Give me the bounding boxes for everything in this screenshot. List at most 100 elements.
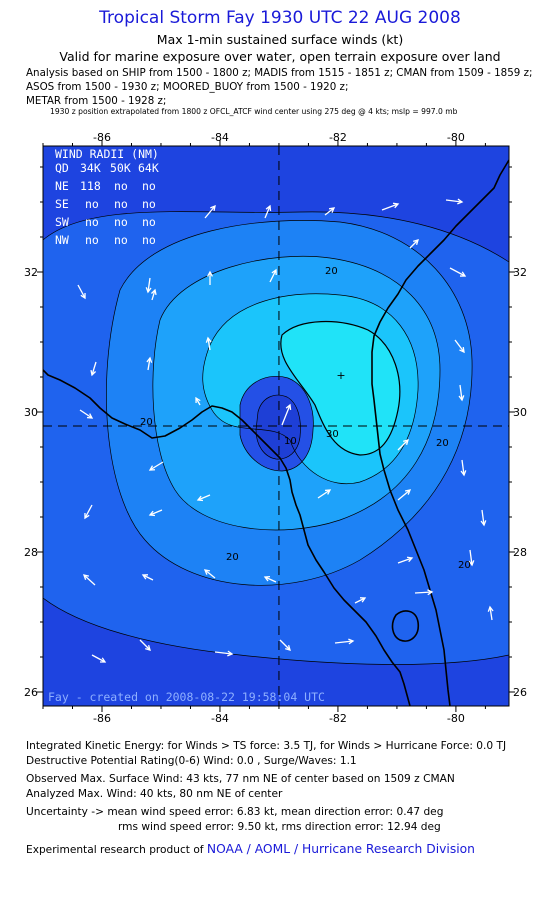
uncertainty-rms: rms wind speed error: 9.50 kt, rms direc… <box>118 821 441 833</box>
wind-arrow <box>77 284 86 300</box>
wind-radii-cell: NW <box>55 233 69 247</box>
contour-label-group: 20 20 20 10 30 20 20 <box>140 266 471 571</box>
wind-radii-cell: no <box>142 215 156 229</box>
wind-radii-cell: no <box>85 197 99 211</box>
wind-arrow <box>445 198 464 205</box>
wind-arrow <box>460 459 467 477</box>
subtitle-winds: Max 1-min sustained surface winds (kt) <box>156 32 404 47</box>
analyzed-max-wind: Analyzed Max. Wind: 40 kts, 80 nm NE of … <box>26 788 283 800</box>
product-prefix: Experimental research product of <box>26 844 204 856</box>
map-frame <box>42 145 510 707</box>
contour-line <box>106 220 473 586</box>
wind-arrow <box>139 639 151 651</box>
wind-arrow <box>264 204 272 219</box>
contour-label: 20 <box>226 552 239 563</box>
wind-arrow <box>205 336 212 351</box>
wind-radii-cell: no <box>114 179 128 193</box>
uncertainty-mean: Uncertainty -> mean wind speed error: 6.… <box>26 806 444 818</box>
wind-arrow <box>214 650 234 657</box>
wind-arrow <box>487 605 494 621</box>
contour-line <box>255 394 301 460</box>
wind-arrow <box>397 489 412 501</box>
lat-tick-label: 32 <box>513 266 527 279</box>
coastline <box>43 159 509 706</box>
wind-arrow <box>449 267 467 277</box>
wind-radii-cell: 118 <box>80 179 101 193</box>
lat-tick-label: 32 <box>24 266 38 279</box>
ike-summary: Integrated Kinetic Energy: for Winds > T… <box>26 740 507 752</box>
wind-arrow <box>458 384 465 402</box>
contour-label: 20 <box>436 438 449 449</box>
lat-tick-label: 28 <box>24 546 38 559</box>
wind-arrow <box>204 204 216 219</box>
wind-radii-cell: SW <box>55 215 69 229</box>
wind-arrow <box>207 270 213 285</box>
lat-tick-label: 26 <box>513 686 527 699</box>
coastline-atlantic <box>371 159 509 706</box>
wind-arrow <box>91 654 107 663</box>
wind-arrow <box>150 288 157 301</box>
lon-tick-label: -80 <box>447 131 465 144</box>
wind-arrow <box>279 639 291 651</box>
wind-arrow <box>381 202 400 211</box>
wind-arrow <box>414 589 434 596</box>
lon-labels-top: -86 -84 -82 -80 <box>93 131 465 144</box>
center-crosshair <box>43 146 509 706</box>
contour-label: 20 <box>140 417 153 428</box>
wind-band-35 <box>280 321 400 455</box>
lon-tick-label: -82 <box>329 131 347 144</box>
wind-field-map: 20 20 20 10 30 20 20 WIND RADII (NM) QD … <box>24 131 527 725</box>
wind-arrow <box>82 574 96 586</box>
wind-band-core <box>256 395 301 460</box>
lat-labels-right: 32 30 28 26 <box>513 266 527 699</box>
wind-arrow <box>281 403 292 426</box>
lat-tick-label: 30 <box>24 406 38 419</box>
wind-arrow <box>468 549 475 567</box>
wind-radii-cell: no <box>142 197 156 211</box>
lon-tick-label: -86 <box>93 131 111 144</box>
lat-tick-label: 26 <box>24 686 38 699</box>
wind-radii-cell: NE <box>55 179 69 193</box>
lon-tick-label: -86 <box>93 712 111 725</box>
wind-radii-col: 50K <box>110 161 131 175</box>
wind-arrow <box>203 569 216 579</box>
wind-radii-table: WIND RADII (NM) QD 34K 50K 64K NE 118 no… <box>55 147 159 247</box>
wind-radii-cell: no <box>114 233 128 247</box>
wind-arrow <box>263 575 277 583</box>
wind-radii-cell: no <box>142 179 156 193</box>
lon-tick-label: -84 <box>211 131 229 144</box>
max-wind-marker: + <box>336 369 345 382</box>
analysis-line-3: METAR from 1500 - 1928 z; <box>26 95 167 107</box>
wind-arrow <box>141 574 154 581</box>
wind-arrow <box>409 239 419 249</box>
wind-arrow <box>148 509 163 517</box>
lon-tick-label: -80 <box>447 712 465 725</box>
wind-arrow <box>354 597 367 604</box>
lon-tick-label: -84 <box>211 712 229 725</box>
wind-radii-col: 34K <box>80 161 101 175</box>
wind-arrow <box>145 277 152 294</box>
wind-radii-title: WIND RADII (NM) <box>55 147 159 161</box>
contour-line <box>152 255 441 531</box>
contour-line <box>43 597 509 665</box>
subtitle-exposure: Valid for marine exposure over water, op… <box>59 49 501 64</box>
wind-arrow <box>317 489 332 499</box>
wind-arrows <box>77 198 494 663</box>
wind-arrow <box>324 207 336 216</box>
analysis-line-2: ASOS from 1500 - 1930 z; MOORED_BUOY fro… <box>26 81 349 93</box>
lake-okeechobee <box>391 610 420 642</box>
map-credit: Fay - created on 2008-08-22 19:58:04 UTC <box>48 690 325 704</box>
coastline-gulf <box>43 369 411 706</box>
wind-radii-cell: SE <box>55 197 69 211</box>
page-title: Tropical Storm Fay 1930 UTC 22 AUG 2008 <box>99 8 461 28</box>
wind-arrow <box>195 396 201 406</box>
analysis-line-1: Analysis based on SHIP from 1500 - 1800 … <box>26 67 533 79</box>
wind-arrow <box>269 268 277 283</box>
contour-label: 20 <box>325 266 338 277</box>
wind-arrow <box>334 638 355 645</box>
lat-tick-label: 28 <box>513 546 527 559</box>
lon-tick-label: -82 <box>329 712 347 725</box>
wind-arrow <box>84 504 93 520</box>
noaa-aoml-link[interactable]: NOAA / AOML / Hurricane Research Divisio… <box>206 842 475 856</box>
contour-line <box>43 211 509 263</box>
